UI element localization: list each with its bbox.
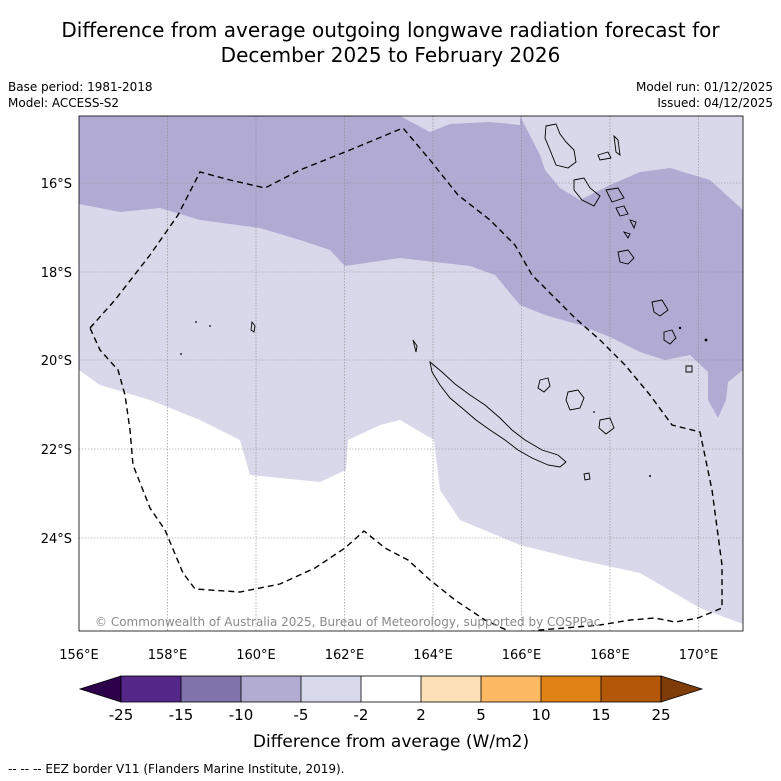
matthew-island (685, 365, 693, 373)
gridlines (79, 116, 743, 631)
colorbar-tick-label: -2 (354, 706, 369, 724)
base-period-text: Base period: 1981-2018 (8, 80, 153, 94)
copyright-text: © Commonwealth of Australia 2025, Bureau… (95, 615, 600, 629)
small-islets (180, 321, 708, 477)
colorbar-tick-label: 15 (591, 706, 610, 724)
vanuatu-malekula (573, 177, 601, 207)
x-tick-label: 166°E (502, 648, 542, 663)
meta-right: Model run: 01/12/2025 Issued: 04/12/2025 (636, 79, 773, 111)
vanuatu-aneityum (663, 329, 677, 345)
x-tick-label: 162°E (325, 648, 365, 663)
model-text: Model: ACCESS-S2 (8, 96, 120, 110)
colorbar-tick-label: -25 (109, 706, 134, 724)
colorbar-tick-label: -10 (229, 706, 254, 724)
colorbar-segment (481, 676, 541, 702)
isle-of-pines (583, 472, 591, 481)
new-caledonia-island (429, 360, 567, 468)
colorbar-segment (541, 676, 601, 702)
meta-left: Base period: 1981-2018 Model: ACCESS-S2 (8, 79, 153, 111)
colorbar-segment (361, 676, 421, 702)
loyalty-island-2 (565, 389, 585, 411)
colorbar-tick-label: 2 (416, 706, 426, 724)
x-tick-label: 164°E (413, 648, 453, 663)
chesterfield-islet (250, 320, 256, 333)
eez-legend-footer: -- -- -- EEZ border V11 (Flanders Marine… (8, 762, 345, 776)
y-tick-label: 20°S (41, 354, 72, 369)
x-axis-ticks: 156°E 158°E 160°E 162°E 164°E 166°E 168°… (59, 648, 718, 663)
x-tick-label: 160°E (236, 648, 276, 663)
colorbar-segment (601, 676, 661, 702)
vanuatu-islet-d (622, 231, 631, 239)
colorbar: -25 -15 -10 -5 -2 2 5 10 15 25 Differenc… (78, 675, 704, 752)
belep-islet (412, 339, 418, 353)
colorbar-segment (121, 676, 181, 702)
y-tick-label: 16°S (41, 177, 72, 192)
colorbar-high-extension (660, 675, 704, 703)
model-run-text: Model run: 01/12/2025 (635, 80, 773, 94)
colorbar-tick-label: -5 (294, 706, 309, 724)
y-tick-label: 24°S (41, 532, 72, 547)
eez-border (89, 127, 723, 631)
colorbar-segment (301, 676, 361, 702)
title-line-1: Difference from average outgoing longwav… (61, 18, 720, 42)
issued-text: Issued: 04/12/2025 (657, 96, 773, 110)
colorbar-segment (241, 676, 301, 702)
chart-title: Difference from average outgoing longwav… (0, 18, 781, 68)
colorbar-label: Difference from average (W/m2) (253, 732, 529, 752)
x-tick-label: 170°E (679, 648, 719, 663)
colorbar-low-extension (78, 675, 122, 703)
loyalty-island-3 (598, 417, 615, 435)
x-tick-label: 158°E (148, 648, 188, 663)
colorbar-segment (421, 676, 481, 702)
colorbar-tick-label: 5 (476, 706, 486, 724)
vanuatu-epi (605, 187, 625, 203)
colorbar-tick-label: 25 (651, 706, 670, 724)
map-frame (78, 115, 744, 632)
x-tick-label: 168°E (590, 648, 630, 663)
vanuatu-efate (615, 205, 629, 217)
vanuatu-tanna (651, 299, 669, 317)
vanuatu-erromango (617, 249, 635, 265)
y-tick-label: 22°S (41, 443, 72, 458)
anomaly-band-minus10-minus5 (79, 116, 743, 418)
x-tick-label: 156°E (59, 648, 99, 663)
vanuatu-islet-a (597, 151, 612, 161)
coastlines (250, 123, 693, 481)
vanuatu-islet-c (629, 219, 637, 230)
vanuatu-espiritu-santo (544, 123, 577, 169)
vanuatu-islet-b (613, 134, 621, 157)
y-tick-label: 18°S (41, 266, 72, 281)
colorbar-tick-label: -15 (169, 706, 194, 724)
anomaly-notch (400, 116, 520, 132)
loyalty-island-1 (537, 377, 551, 393)
colorbar-tick-label: 10 (531, 706, 550, 724)
y-axis-ticks: 16°S 18°S 20°S 22°S 24°S (41, 177, 72, 547)
title-line-2: December 2025 to February 2026 (220, 43, 561, 67)
colorbar-segment (181, 676, 241, 702)
